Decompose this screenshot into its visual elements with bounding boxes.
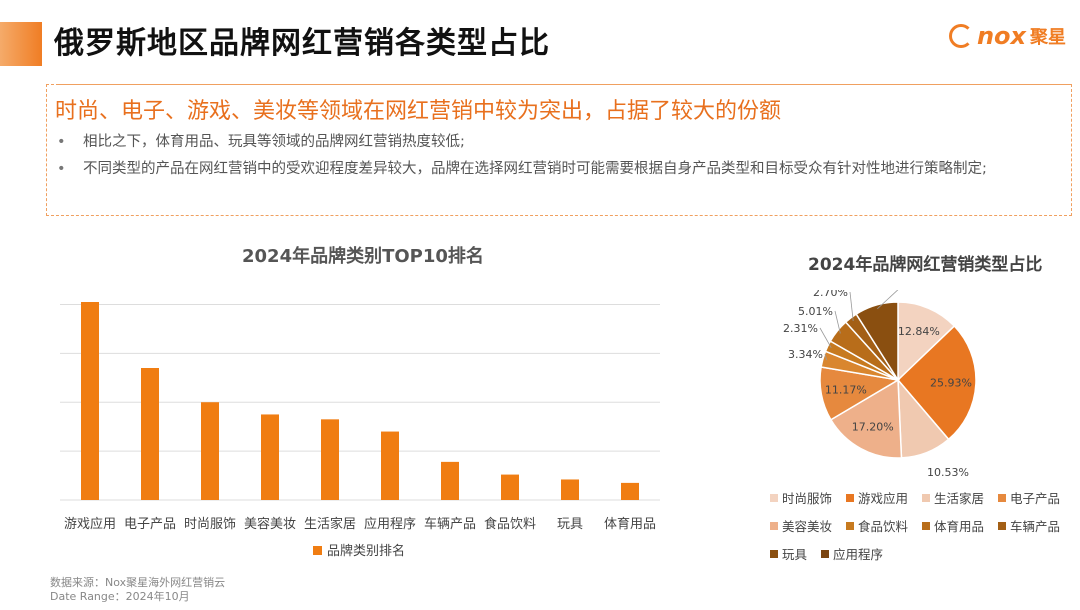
bullet-dot-icon: • — [57, 161, 66, 177]
legend-swatch — [770, 521, 778, 530]
slice-label: 2.31% — [783, 322, 818, 335]
pie-slice — [896, 324, 977, 441]
logo-cn-text: 聚星 — [1030, 27, 1066, 48]
legend-item: 车辆产品 — [998, 516, 1060, 535]
bar — [321, 419, 339, 500]
bar — [141, 368, 159, 500]
x-tick-label: 应用程序 — [364, 516, 416, 532]
legend-label: 食品饮料 — [858, 519, 909, 534]
title-accent-bar — [0, 22, 42, 66]
x-tick-label: 车辆产品 — [424, 516, 476, 532]
logo-ring-icon — [948, 24, 973, 48]
bar — [201, 402, 219, 500]
slice-label: 8.99% — [865, 290, 900, 293]
legend-row: 玩具 应用程序 — [770, 544, 1070, 563]
slice-label: 11.17% — [825, 384, 867, 397]
source-text: 数据来源：Nox聚星海外网红营销云 — [50, 576, 226, 589]
x-tick-label: 生活家居 — [304, 516, 356, 532]
slice-label: 12.84% — [898, 325, 940, 338]
legend-item: 玩具 — [770, 544, 807, 563]
legend-label: 游戏应用 — [858, 491, 909, 506]
legend-swatch — [846, 521, 855, 530]
bar — [381, 431, 399, 500]
pie-legend: 时尚服饰 游戏应用 生活家居 电子产品美容美妆 食品饮料 体育用品 车辆产品玩具 应用程序 — [770, 488, 1070, 572]
legend-label: 时尚服饰 — [782, 491, 833, 506]
legend-row: 时尚服饰 游戏应用 生活家居 电子产品 — [770, 488, 1070, 507]
x-tick-label: 食品饮料 — [484, 516, 536, 532]
bar — [621, 482, 639, 500]
legend-label: 品牌类别排名 — [327, 543, 405, 559]
bar — [81, 302, 99, 500]
legend-row: 美容美妆 食品饮料 体育用品 车辆产品 — [770, 516, 1070, 535]
legend-label: 应用程序 — [833, 547, 884, 562]
x-tick-label: 时尚服饰 — [184, 517, 236, 532]
legend-item: 游戏应用 — [846, 488, 908, 507]
legend-swatch — [846, 493, 855, 502]
slice-label: 10.53% — [927, 466, 969, 479]
pie-slice — [829, 378, 903, 459]
logo-text: nox — [976, 22, 1026, 50]
x-tick-label: 玩具 — [557, 517, 583, 532]
bar — [561, 479, 579, 500]
legend-swatch — [998, 493, 1007, 502]
legend-item: 应用程序 — [821, 544, 883, 563]
bar — [261, 414, 279, 500]
summary-box: 时尚、电子、游戏、美妆等领域在网红营销中较为突出，占据了较大的份额 • 相比之下… — [46, 84, 1072, 216]
leader-line — [877, 290, 899, 310]
legend-swatch — [922, 521, 931, 530]
legend-label: 生活家居 — [934, 491, 985, 506]
slice-label: 25.93% — [930, 377, 972, 390]
source-note: 数据来源：Nox聚星海外网红营销云 Date Range：2024年10月 — [50, 576, 225, 604]
slice-label: 3.34% — [788, 348, 823, 361]
leader-line — [824, 353, 828, 361]
slice-label: 17.20% — [852, 421, 894, 434]
legend-item: 电子产品 — [998, 488, 1060, 507]
slice-label: 5.01% — [798, 305, 833, 318]
legend-item: 生活家居 — [922, 488, 984, 507]
x-tick-label: 电子产品 — [124, 517, 176, 532]
leader-line — [819, 327, 832, 349]
legend-item: 时尚服饰 — [770, 488, 832, 507]
legend-label: 体育用品 — [934, 519, 985, 534]
legend-swatch — [313, 546, 322, 555]
legend-item: 食品饮料 — [846, 516, 908, 535]
bar-chart-title: 2024年品牌类别TOP10排名 — [242, 246, 484, 267]
bullet-text: 不同类型的产品在网红营销中的受欢迎程度差异较大，品牌在选择网红营销时可能需要根据… — [83, 161, 987, 177]
bullet-text: 相比之下，体育用品、玩具等领域的品牌网红营销热度较低; — [83, 134, 465, 150]
summary-headline: 时尚、电子、游戏、美妆等领域在网红营销中较为突出，占据了较大的份额 — [55, 99, 782, 124]
leader-line — [849, 291, 854, 322]
bar-chart: 游戏应用 电子产品 时尚服饰 美容美妆 生活家居 应用程序 车辆产品 食品饮料 玩具 体育用品品牌… — [60, 302, 660, 559]
pie-slice — [897, 301, 956, 382]
legend-label: 玩具 — [782, 547, 808, 562]
pie-chart: 12.84% 25.93% 10.53% 17.20% 11.17% 3.34% 2.31%… — [783, 290, 977, 479]
page-title: 俄罗斯地区品牌网红营销各类型占比 — [54, 26, 550, 61]
bar — [441, 461, 459, 500]
legend-item: 美容美妆 — [770, 516, 832, 535]
x-tick-label: 美容美妆 — [244, 516, 296, 532]
legend-swatch — [821, 549, 830, 558]
pie-chart-title: 2024年品牌网红营销类型占比 — [808, 255, 1043, 275]
leader-line — [834, 310, 841, 334]
legend-swatch — [770, 493, 778, 502]
date-range-text: Date Range：2024年10月 — [50, 590, 190, 603]
bar — [501, 474, 519, 500]
bullet-item: • 不同类型的产品在网红营销中的受欢迎程度差异较大，品牌在选择网红营销时可能需要… — [57, 156, 1062, 183]
slice-label: 2.70% — [813, 290, 848, 299]
legend-swatch — [922, 493, 931, 502]
legend-label: 电子产品 — [1010, 491, 1061, 506]
legend-label: 车辆产品 — [1010, 519, 1061, 534]
x-tick-label: 游戏应用 — [64, 516, 116, 532]
legend-label: 美容美妆 — [782, 519, 833, 534]
bullet-dot-icon: • — [57, 134, 66, 150]
brand-logo: nox 聚星 — [948, 22, 1066, 50]
legend-swatch — [998, 521, 1007, 530]
x-tick-label: 体育用品 — [604, 516, 656, 532]
legend-swatch — [770, 549, 778, 558]
legend-item: 体育用品 — [922, 516, 984, 535]
pie-slice — [855, 301, 899, 383]
summary-bullets: • 相比之下，体育用品、玩具等领域的品牌网红营销热度较低; • 不同类型的产品在… — [57, 129, 1062, 183]
bullet-item: • 相比之下，体育用品、玩具等领域的品牌网红营销热度较低; — [57, 129, 1062, 156]
